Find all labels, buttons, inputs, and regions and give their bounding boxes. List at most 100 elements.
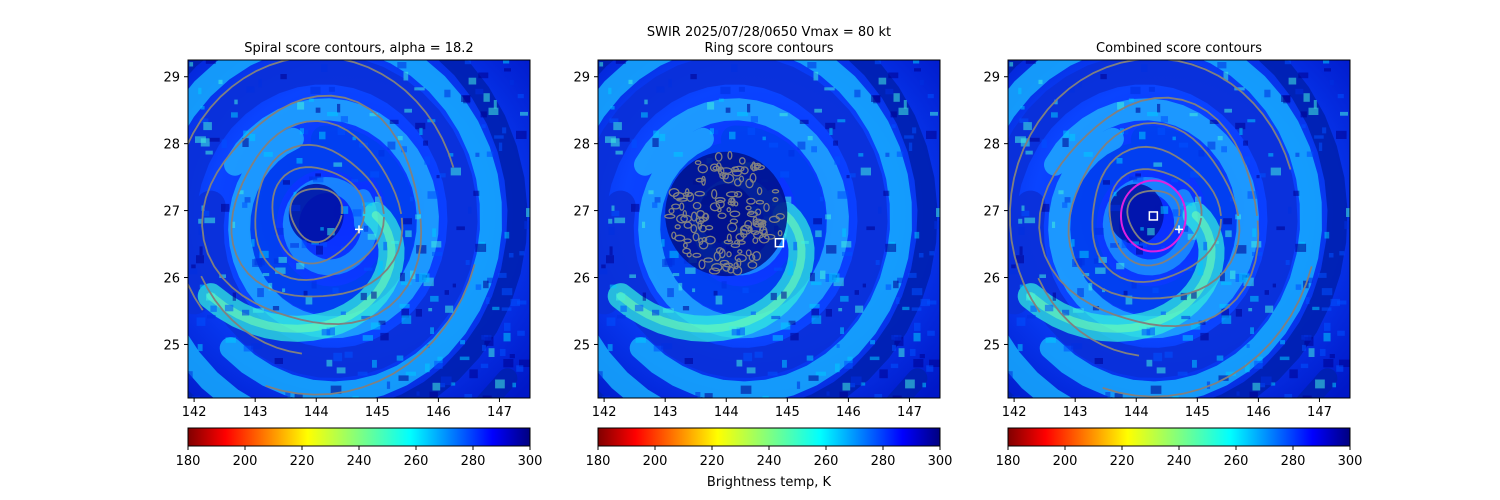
cloud-pixel (833, 140, 838, 146)
ring-score-region (664, 150, 788, 277)
ring-score-contour (668, 207, 675, 215)
y-tick-label: 27 (573, 205, 590, 220)
cloud-pixel (1023, 122, 1032, 131)
cloud-pixel (808, 375, 819, 381)
cloud-pixel (199, 284, 207, 289)
cloud-pixel (934, 221, 940, 230)
cloud-pixel (1062, 309, 1070, 316)
cloud-pixel (362, 202, 373, 206)
cloud-pixel (613, 122, 622, 131)
cloud-pixel (904, 135, 914, 139)
cloud-pixel (914, 322, 921, 331)
cloud-pixel (1247, 119, 1256, 123)
ring-score-contour (723, 262, 734, 268)
ring-score-contour (739, 228, 748, 238)
cloud-pixel (1324, 68, 1331, 72)
colorbar-tick-label: 280 (1281, 454, 1306, 469)
cloud-pixel (797, 141, 806, 150)
cloud-pixel (254, 258, 265, 266)
cloud-pixel (244, 197, 251, 203)
cloud-pixel (460, 340, 465, 345)
cloud-pixel (878, 206, 882, 214)
cloud-pixel (866, 226, 875, 231)
cloud-pixel (488, 348, 495, 357)
cloud-pixel (378, 320, 386, 325)
cloud-pixel (1339, 359, 1350, 367)
cloud-pixel (289, 204, 301, 212)
x-tick-label: 145 (775, 405, 800, 420)
cloud-pixel (1064, 197, 1071, 203)
x-tick-label: 144 (1124, 405, 1149, 420)
ring-score-contour (755, 199, 765, 205)
cloud-pixel (437, 356, 443, 364)
colorbar-tick-label: 200 (233, 454, 258, 469)
cloud-pixel (1264, 89, 1271, 98)
cloud-pixel (321, 64, 328, 72)
cloud-pixel (1318, 142, 1323, 151)
cloud-pixel (750, 116, 758, 123)
cloud-pixel (232, 292, 236, 301)
cloud-pixel (499, 348, 506, 356)
cloud-pixel (840, 327, 844, 334)
cloud-pixel (807, 62, 817, 69)
cloud-pixel (251, 239, 255, 247)
ring-score-contour (676, 214, 688, 224)
ring-score-contour (694, 190, 705, 197)
cloud-pixel (378, 260, 383, 270)
cloud-pixel (389, 119, 399, 124)
cloud-pixel (1272, 283, 1276, 288)
cloud-pixel (509, 80, 514, 86)
cloud-pixel (629, 274, 636, 278)
cloud-pixel (519, 359, 530, 367)
cloud-pixel (336, 367, 346, 374)
cloud-pixel (327, 228, 335, 236)
cloud-pixel (1330, 298, 1340, 307)
cloud-pixel (1260, 376, 1272, 385)
cloud-pixel (503, 359, 514, 368)
cloud-pixel (634, 304, 644, 312)
cloud-pixel (1130, 86, 1141, 95)
cloud-pixel (668, 78, 672, 88)
cloud-pixel (484, 337, 494, 346)
cloud-pixel (405, 230, 412, 238)
cloud-pixel (1225, 230, 1232, 238)
cloud-pixel (282, 180, 290, 185)
cloud-pixel (892, 395, 902, 398)
cloud-pixel (1113, 191, 1117, 197)
cloud-pixel (371, 291, 377, 299)
cloud-pixel (1015, 136, 1026, 143)
cloud-pixel (1128, 98, 1134, 102)
cloud-pixel (1021, 205, 1025, 211)
cloud-pixel (502, 127, 507, 134)
cloud-pixel (1009, 62, 1014, 67)
cloud-pixel (1150, 385, 1162, 394)
cloud-pixel (1079, 250, 1089, 258)
y-tick-label: 25 (163, 338, 180, 353)
cloud-pixel (1235, 309, 1242, 317)
cloud-pixel (1239, 273, 1250, 283)
colorbar-tick-label: 280 (871, 454, 896, 469)
cloud-pixel (305, 295, 313, 305)
contour-set (188, 60, 476, 396)
ring-score-contour (715, 199, 725, 209)
cloud-pixel (294, 393, 303, 398)
ring-score-contour (747, 260, 758, 269)
cloud-pixel (439, 173, 446, 178)
y-tick-label: 29 (573, 71, 590, 86)
cloud-pixel (929, 251, 935, 256)
cloud-pixel (1236, 245, 1247, 254)
cloud-pixel (787, 269, 794, 276)
cloud-pixel (1322, 127, 1327, 134)
cloud-pixel (1207, 141, 1216, 150)
cloud-pixel (653, 130, 659, 138)
cloud-pixel (892, 344, 896, 351)
cloud-pixel (1268, 153, 1274, 157)
cloud-pixel (326, 327, 335, 336)
cloud-pixel (1221, 146, 1227, 153)
cloud-pixel (1249, 391, 1258, 398)
ring-score-contour (711, 263, 723, 272)
cloud-band (188, 60, 478, 378)
cloud-pixel (754, 351, 763, 358)
cloud-pixel (242, 309, 250, 316)
cloud-pixel (1285, 260, 1290, 265)
